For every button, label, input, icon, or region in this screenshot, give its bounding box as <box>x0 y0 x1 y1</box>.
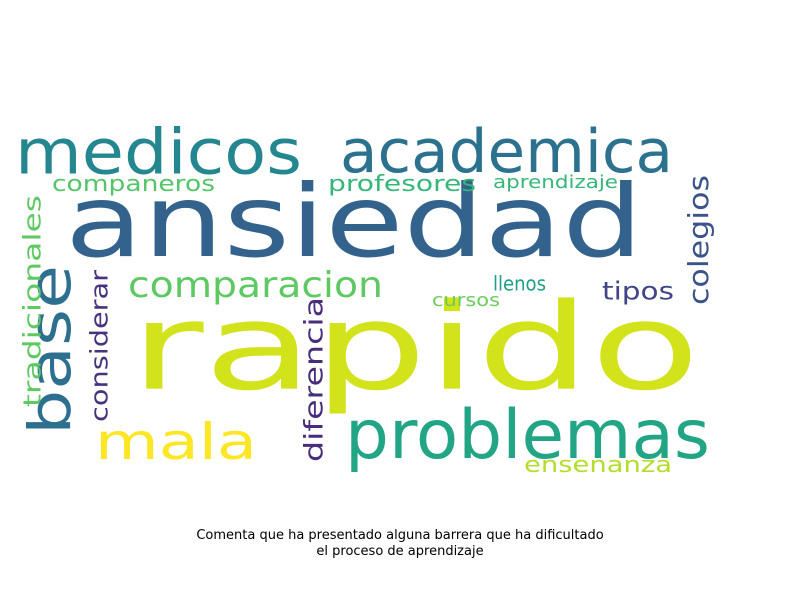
word-rapido: rapido <box>130 279 700 418</box>
word-aprendizaje: aprendizaje <box>493 172 618 193</box>
word-tradicionales: tradicionales <box>19 195 47 407</box>
word-colegios: colegios <box>682 175 715 305</box>
word-ansiedad: ansiedad <box>65 163 643 280</box>
word-problemas: problemas <box>345 396 710 475</box>
word-mala: mala <box>95 413 257 471</box>
word-llenos: llenos <box>493 272 546 296</box>
word-tipos: tipos <box>602 277 674 306</box>
word-comparacion: comparacion <box>128 265 383 306</box>
figure-caption: Comenta que ha presentado alguna barrera… <box>0 528 800 560</box>
caption-line-1: Comenta que ha presentado alguna barrera… <box>196 528 604 543</box>
word-considerar: considerar <box>86 270 114 422</box>
word-base: base <box>16 265 84 435</box>
word-cursos: cursos <box>432 290 500 311</box>
word-companeros: companeros <box>52 172 215 197</box>
word-ensenanza: ensenanza <box>524 453 672 478</box>
word-profesores: profesores <box>328 172 476 197</box>
word-academica: academica <box>340 117 673 187</box>
caption-line-2: el proceso de aprendizaje <box>316 544 484 559</box>
word-medicos: medicos <box>15 115 302 188</box>
word-diferencia: diferencia <box>299 297 329 462</box>
